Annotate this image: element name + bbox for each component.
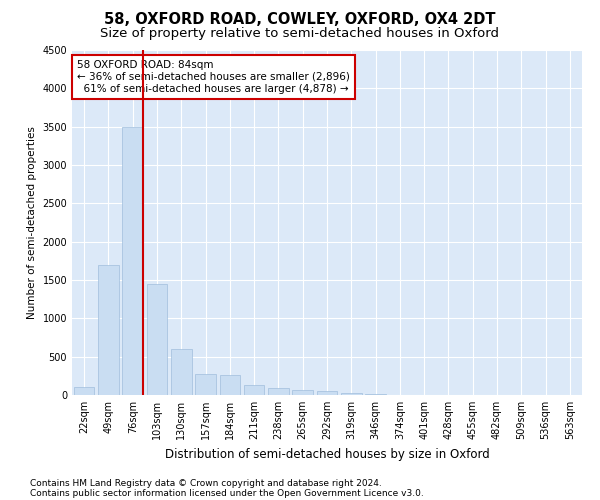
Bar [195, 374, 216, 395]
Bar [122, 126, 143, 395]
Bar [220, 375, 240, 395]
Text: 58, OXFORD ROAD, COWLEY, OXFORD, OX4 2DT: 58, OXFORD ROAD, COWLEY, OXFORD, OX4 2DT [104, 12, 496, 28]
Bar [74, 386, 94, 395]
Bar [244, 384, 265, 395]
Y-axis label: Number of semi-detached properties: Number of semi-detached properties [27, 126, 37, 319]
Bar [268, 388, 289, 395]
Bar [171, 349, 191, 395]
Bar [317, 391, 337, 395]
Bar [292, 390, 313, 395]
Text: Size of property relative to semi-detached houses in Oxford: Size of property relative to semi-detach… [101, 28, 499, 40]
X-axis label: Distribution of semi-detached houses by size in Oxford: Distribution of semi-detached houses by … [164, 448, 490, 460]
Bar [146, 284, 167, 395]
Text: Contains HM Land Registry data © Crown copyright and database right 2024.: Contains HM Land Registry data © Crown c… [30, 478, 382, 488]
Text: 58 OXFORD ROAD: 84sqm
← 36% of semi-detached houses are smaller (2,896)
  61% of: 58 OXFORD ROAD: 84sqm ← 36% of semi-deta… [77, 60, 350, 94]
Bar [341, 393, 362, 395]
Bar [365, 394, 386, 395]
Bar [98, 264, 119, 395]
Text: Contains public sector information licensed under the Open Government Licence v3: Contains public sector information licen… [30, 488, 424, 498]
